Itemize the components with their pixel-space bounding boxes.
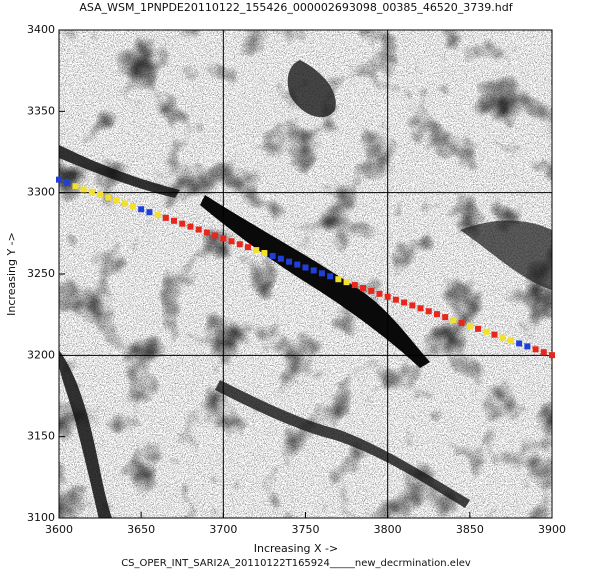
track-point <box>318 270 325 277</box>
track-point <box>56 176 62 183</box>
track-point <box>335 276 342 283</box>
track-point <box>72 183 79 190</box>
track-point <box>466 322 473 329</box>
y-tick-label: 3100 <box>27 511 55 524</box>
track-point <box>105 194 112 201</box>
chart-title: ASA_WSM_1PNPDE20110122_155426_0000026930… <box>79 1 513 14</box>
track-point <box>286 258 293 265</box>
track-point <box>64 179 71 186</box>
y-tick-label: 3150 <box>27 430 55 443</box>
track-point <box>351 282 358 289</box>
track-point <box>327 273 334 280</box>
track-point <box>458 319 465 326</box>
track-point <box>195 226 202 233</box>
track-point <box>294 261 301 268</box>
track-point <box>302 264 309 271</box>
track-point <box>138 206 145 213</box>
track-point <box>343 279 350 286</box>
track-point <box>113 197 120 204</box>
track-point <box>228 238 235 245</box>
track-point <box>121 200 128 207</box>
y-tick-label: 3350 <box>27 104 55 117</box>
y-axis-label: Increasing Y -> <box>5 232 18 316</box>
track-point <box>417 305 424 312</box>
y-tick-label: 3250 <box>27 267 55 280</box>
track-point <box>236 241 243 248</box>
track-point <box>154 212 161 219</box>
track-point <box>179 220 186 227</box>
footer-label: CS_OPER_INT_SARI2A_20110122T165924_____n… <box>121 558 471 569</box>
track-point <box>310 267 317 274</box>
track-point <box>507 337 514 344</box>
track-point <box>376 290 383 297</box>
track-point <box>540 349 547 356</box>
track-point <box>442 314 449 321</box>
x-axis-label: Increasing X -> <box>254 542 339 555</box>
y-tick-label: 3400 <box>27 23 55 36</box>
x-tick-label: 3800 <box>374 523 402 536</box>
track-point <box>425 308 432 315</box>
sar-image <box>59 30 552 518</box>
track-point <box>203 229 210 236</box>
y-tick-label: 3300 <box>27 186 55 199</box>
track-point <box>475 325 482 332</box>
track-point <box>483 328 490 335</box>
x-tick-label: 3700 <box>209 523 237 536</box>
x-tick-label: 3650 <box>127 523 155 536</box>
x-tick-label: 3900 <box>538 523 566 536</box>
track-point <box>360 284 367 291</box>
track-point <box>212 232 219 239</box>
track-point <box>146 209 153 216</box>
track-point <box>499 334 506 341</box>
track-point <box>433 311 440 318</box>
track-point <box>171 217 178 224</box>
y-tick-label: 3200 <box>27 348 55 361</box>
track-point <box>516 340 523 347</box>
track-point <box>384 293 391 300</box>
track-point <box>88 188 95 195</box>
x-tick-label: 3750 <box>292 523 320 536</box>
track-point <box>401 299 408 306</box>
track-point <box>244 244 251 251</box>
track-point <box>253 247 260 254</box>
track-point <box>220 235 227 242</box>
track-point <box>450 317 457 324</box>
track-point <box>187 223 194 230</box>
track-point <box>277 255 284 262</box>
track-point <box>162 214 169 221</box>
track-point <box>409 302 416 309</box>
track-point <box>97 191 104 198</box>
track-point <box>549 352 555 359</box>
track-point <box>368 287 375 294</box>
track-point <box>129 203 136 210</box>
track-point <box>524 343 531 350</box>
x-tick-label: 3850 <box>456 523 484 536</box>
track-point <box>269 252 276 259</box>
track-point <box>491 331 498 338</box>
x-tick-label: 3600 <box>45 523 73 536</box>
track-point <box>532 346 539 353</box>
track-point <box>80 186 87 193</box>
track-point <box>392 296 399 303</box>
track-point <box>261 250 268 257</box>
